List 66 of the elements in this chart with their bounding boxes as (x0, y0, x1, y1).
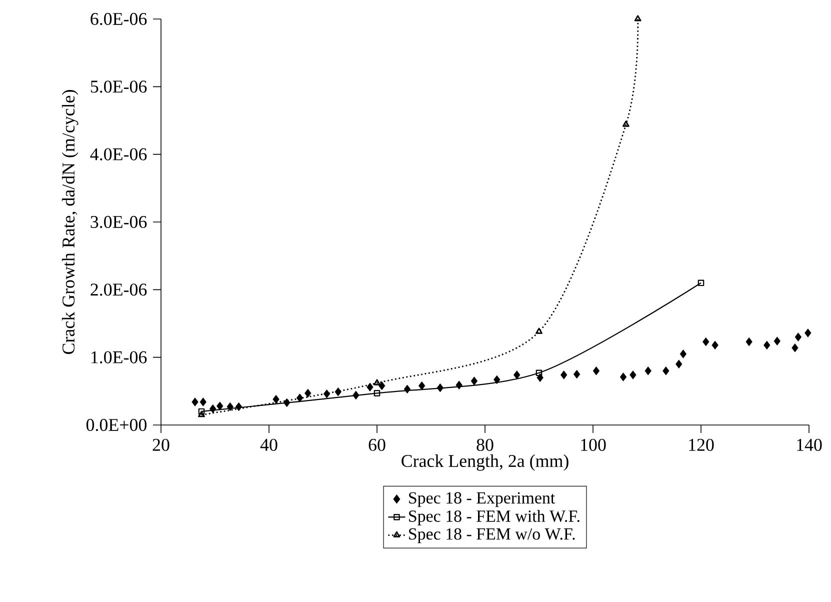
point (323, 389, 330, 398)
point (560, 370, 568, 380)
point (680, 350, 687, 358)
point (334, 387, 342, 396)
point (296, 394, 304, 402)
point (226, 402, 234, 412)
point (198, 408, 205, 415)
point (216, 402, 224, 410)
point (304, 388, 312, 398)
point (404, 384, 411, 394)
x-tick-label: 60 (368, 438, 386, 451)
point (536, 328, 542, 334)
point (702, 337, 710, 346)
point (374, 390, 380, 396)
point (592, 366, 600, 376)
x-tick-label: 140 (797, 438, 822, 451)
point (644, 366, 652, 376)
point (620, 372, 627, 382)
y-tick-label: 2.0E-06 (90, 284, 147, 296)
point (514, 370, 520, 380)
point (456, 380, 462, 390)
point (536, 370, 542, 376)
point (200, 398, 206, 406)
point (676, 360, 682, 368)
point (764, 340, 770, 350)
x-tick-label: 20 (152, 438, 170, 451)
point (573, 370, 580, 379)
point (712, 340, 718, 350)
point (272, 394, 280, 404)
point (792, 343, 798, 352)
x-tick-label: 40 (260, 438, 278, 451)
x-tick-label: 80 (476, 438, 494, 451)
y-tick-label: 5.0E-06 (90, 80, 147, 93)
point (210, 404, 216, 414)
y-tick-label: 1.0E-06 (91, 351, 147, 364)
point (418, 381, 426, 390)
point (352, 390, 360, 400)
x-tick-label: 100 (581, 438, 606, 451)
point (634, 15, 642, 22)
y-tick-label: 6.0E-06 (90, 12, 147, 26)
y-axis-title: Crack Growth Rate, da/dN (m/cycle) (62, 90, 78, 354)
point (494, 375, 500, 384)
point (470, 376, 478, 386)
point (366, 382, 374, 392)
y-tick-label: 0.0E+00 (86, 418, 147, 432)
point (283, 398, 290, 408)
point (378, 381, 386, 390)
point (698, 280, 704, 286)
point (436, 383, 444, 392)
y-tick-label: 4.0E-06 (90, 148, 147, 160)
x-tick-label: 120 (689, 438, 714, 451)
point (192, 398, 198, 406)
legend-label: Spec 18 - Experiment (409, 492, 556, 508)
point (662, 366, 670, 376)
x-axis-title: Crack Length, 2a (mm) (402, 454, 568, 471)
point (622, 120, 630, 127)
point (630, 370, 636, 380)
point (746, 337, 752, 346)
point (774, 336, 780, 346)
point (794, 332, 802, 342)
legend-label: Spec 18 - FEM w/o W.F. (409, 528, 575, 544)
legend-label: Spec 18 - FEM with W.F. (409, 510, 580, 526)
point (235, 402, 242, 412)
point (804, 328, 812, 338)
point (374, 379, 380, 386)
y-tick-label: 3.0E-06 (90, 216, 147, 228)
